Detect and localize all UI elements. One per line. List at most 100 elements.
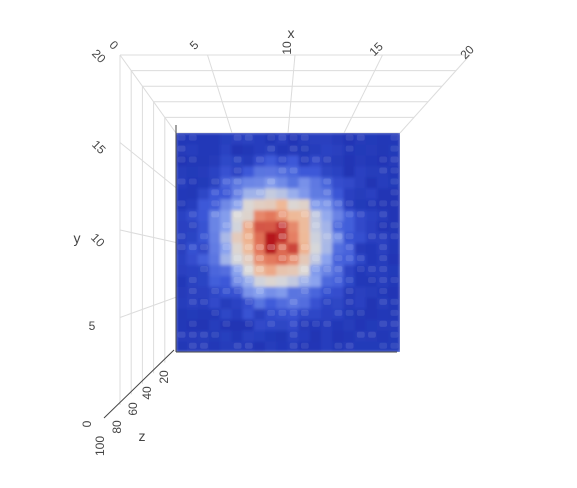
surface-cell xyxy=(321,198,334,211)
surface-cell xyxy=(332,263,345,276)
surface-highlight xyxy=(345,233,354,240)
surface-highlight xyxy=(267,320,276,327)
surface-highlight xyxy=(356,309,365,316)
surface-highlight xyxy=(390,331,399,338)
surface-highlight xyxy=(356,331,365,338)
surface-cell xyxy=(253,176,267,189)
surface-cell xyxy=(220,143,233,156)
surface-cell xyxy=(332,329,345,342)
surface-cell xyxy=(176,340,188,352)
surface-cell xyxy=(309,263,323,276)
surface-cell xyxy=(354,143,367,156)
surface-cell xyxy=(343,252,356,265)
surface-cell xyxy=(231,154,244,167)
surface-highlight xyxy=(312,320,320,327)
surface-cell xyxy=(186,263,199,276)
surface-highlight xyxy=(300,287,309,294)
surface-cell xyxy=(332,241,345,255)
surface-cell xyxy=(343,285,356,298)
surface-cell xyxy=(209,340,222,352)
surface-cell xyxy=(321,307,334,320)
surface-cell xyxy=(343,274,356,287)
surface-cell xyxy=(388,165,400,178)
surface-cell xyxy=(321,318,334,331)
surface-cell xyxy=(377,274,390,287)
surface-cell xyxy=(388,296,400,309)
surface-highlight xyxy=(188,244,197,251)
surface-cell xyxy=(343,198,356,211)
surface-cell xyxy=(231,318,244,331)
surface-cell xyxy=(287,296,300,309)
surface-cell xyxy=(231,329,244,342)
surface-cell xyxy=(242,340,255,352)
surface-cell xyxy=(287,285,300,298)
surface-cell xyxy=(209,230,222,244)
surface-cell xyxy=(186,296,199,309)
surface-cell xyxy=(176,209,188,222)
surface-cell xyxy=(298,230,311,244)
surface-highlight xyxy=(300,145,309,152)
surface-cell xyxy=(265,209,278,222)
surface-highlight xyxy=(200,244,208,251)
surface-highlight xyxy=(323,233,332,240)
surface-cell xyxy=(186,143,199,156)
surface-cell xyxy=(231,209,244,222)
surface-cell xyxy=(276,198,289,211)
surface-highlight xyxy=(289,331,298,338)
surface-cell xyxy=(231,198,244,211)
surface-cell xyxy=(332,274,345,287)
surface-cell xyxy=(197,176,211,189)
surface-cell xyxy=(354,165,367,178)
surface-highlight xyxy=(188,342,197,349)
surface-cell xyxy=(354,154,367,167)
surface-highlight xyxy=(177,156,186,163)
surface-cell xyxy=(253,307,267,320)
surface-cell xyxy=(365,307,379,320)
surface-highlight xyxy=(390,189,399,196)
surface-cell xyxy=(287,143,300,156)
surface-cell xyxy=(354,340,367,352)
surface-highlight xyxy=(379,276,388,284)
surface-cell xyxy=(332,252,345,265)
surface-highlight xyxy=(278,222,287,229)
surface-highlight xyxy=(233,276,242,284)
surface-cell xyxy=(377,252,390,265)
surface-cell xyxy=(332,220,345,233)
surface-highlight xyxy=(211,200,220,207)
surface-cell xyxy=(209,209,222,222)
surface-cell xyxy=(321,165,334,178)
surface-cell xyxy=(176,252,188,265)
surface-highlight xyxy=(390,298,399,305)
surface-cell xyxy=(220,285,233,298)
surface-highlight xyxy=(356,134,365,141)
surface-cell xyxy=(377,318,390,331)
z-tick-label: 60 xyxy=(126,402,140,416)
surface-cell xyxy=(276,230,289,244)
x-tick-label: 10 xyxy=(280,41,294,55)
surface-cell xyxy=(388,176,400,189)
surface-cell xyxy=(276,143,289,156)
surface-highlight xyxy=(188,134,197,141)
surface-cell xyxy=(354,263,367,276)
surface-highlight xyxy=(244,266,253,273)
surface-highlight xyxy=(345,342,354,349)
surface-cell xyxy=(265,307,278,320)
surface-cell xyxy=(220,133,233,145)
surface-highlight xyxy=(233,200,242,207)
surface-cell xyxy=(209,176,222,189)
surface-cell xyxy=(332,165,345,178)
surface-highlight xyxy=(390,156,399,163)
surface-highlight xyxy=(267,178,276,185)
surface-highlight xyxy=(256,156,264,163)
surface-cell xyxy=(388,318,400,331)
surface-cell xyxy=(186,176,199,189)
surface-cell xyxy=(186,230,199,244)
surface-highlight xyxy=(390,222,399,229)
surface-cell xyxy=(242,230,255,244)
surface-cell xyxy=(354,285,367,298)
surface-cell xyxy=(231,285,244,298)
surface-highlight xyxy=(188,298,197,305)
surface-highlight xyxy=(289,298,298,305)
